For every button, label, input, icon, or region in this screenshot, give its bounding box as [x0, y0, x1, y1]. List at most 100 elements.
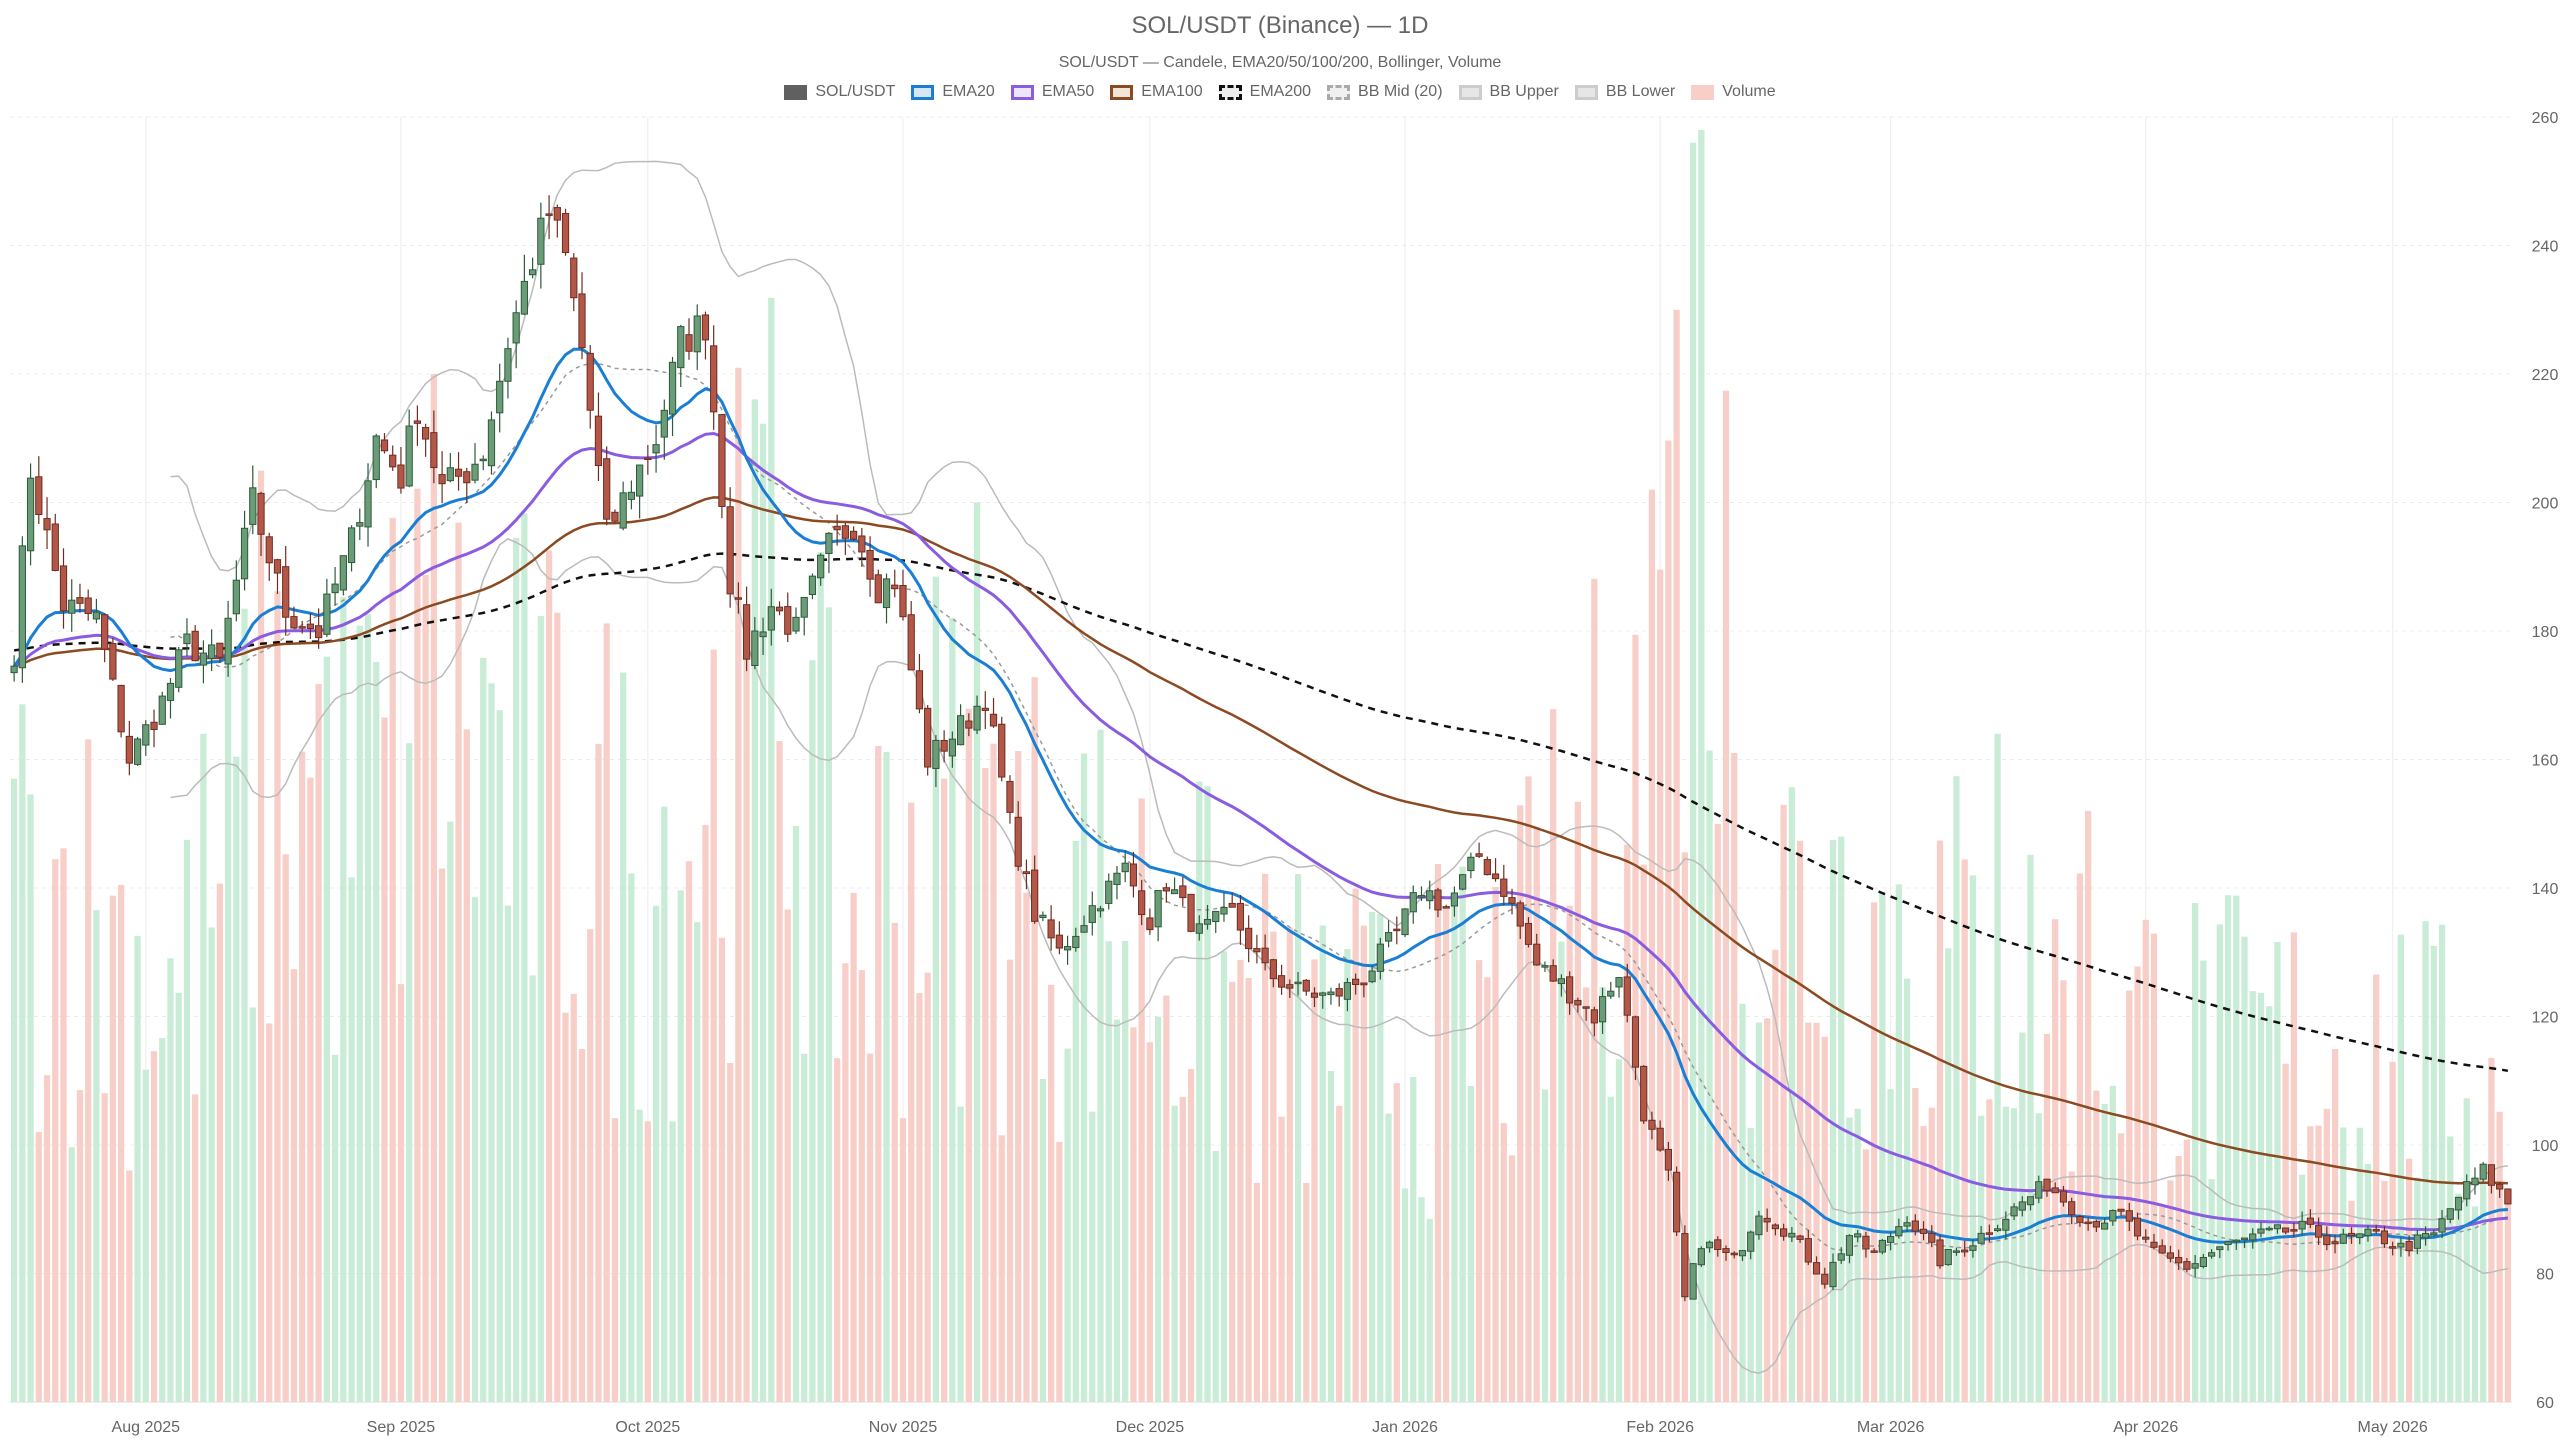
volume-bar [504, 905, 512, 1402]
volume-bar [159, 1038, 166, 1402]
volume-bar [2447, 1136, 2454, 1402]
volume-bar [2471, 1206, 2479, 1402]
candle [1352, 973, 1360, 995]
candle [454, 452, 463, 491]
candle-body [43, 518, 51, 531]
candle-body [882, 578, 891, 609]
candle-body [2109, 1210, 2117, 1222]
legend-label: EMA200 [1249, 83, 1312, 100]
legend-item[interactable]: EMA20 [911, 83, 995, 101]
candle-body [537, 217, 545, 265]
volume-bar [2455, 1193, 2462, 1402]
x-tick-label: Nov 2025 [869, 1419, 938, 1436]
volume-bar [710, 649, 717, 1402]
candle-body [891, 584, 899, 590]
candle-body [1261, 947, 1269, 964]
volume-bar [2167, 1180, 2174, 1402]
candle [504, 337, 512, 399]
candle [2413, 1230, 2421, 1255]
candle-body [1886, 1236, 1895, 1243]
candle-body [2290, 1229, 2298, 1232]
candle-body [463, 471, 471, 484]
candle-body [2298, 1220, 2306, 1230]
candle-body [323, 593, 331, 635]
candle [1961, 1240, 1969, 1257]
legend-item[interactable]: BB Lower [1574, 83, 1675, 101]
candle [1450, 886, 1459, 917]
candle [413, 405, 422, 446]
legend-label: EMA20 [942, 83, 995, 100]
candle [586, 345, 594, 429]
volume-bar [471, 897, 479, 1402]
x-tick-label: Sep 2025 [367, 1419, 436, 1436]
candle-body [1409, 892, 1417, 913]
legend-item[interactable]: EMA200 [1218, 83, 1312, 101]
candle-body [1804, 1238, 1812, 1263]
candle [1195, 915, 1203, 941]
candle-body [512, 312, 520, 344]
candle-body [1747, 1231, 1755, 1252]
candle [800, 596, 808, 636]
legend-item[interactable]: BB Upper [1458, 83, 1559, 101]
candle-body [1862, 1235, 1870, 1250]
candle [1105, 873, 1113, 910]
volume-bar [299, 751, 306, 1402]
candle [1673, 1166, 1681, 1236]
candle [2290, 1222, 2298, 1238]
candle [306, 613, 315, 639]
volume-bar [1903, 978, 1911, 1402]
candle-body [2133, 1217, 2142, 1237]
candle [2092, 1219, 2100, 1233]
candle-body [1524, 922, 1533, 945]
candle [224, 600, 232, 677]
candle-body [1014, 816, 1022, 867]
candle-body [356, 522, 364, 527]
candle [594, 392, 603, 482]
volume-bar [661, 806, 668, 1402]
legend-item[interactable]: EMA100 [1110, 83, 1203, 101]
volume-bar [1862, 1149, 1870, 1402]
candle-body [685, 334, 693, 352]
volume-bar [998, 1135, 1005, 1402]
candle-body [2068, 1201, 2076, 1216]
candle-body [907, 614, 915, 671]
candle-body [635, 464, 644, 497]
volume-bar [875, 746, 882, 1402]
candle-body [660, 409, 668, 438]
candle [1952, 1247, 1961, 1256]
candle-body [35, 476, 43, 516]
volume-bar [356, 625, 363, 1402]
candle-body [216, 642, 224, 658]
legend-item[interactable]: Volume [1691, 83, 1776, 101]
volume-bar [340, 597, 347, 1402]
candle-body [1952, 1250, 1961, 1253]
candle-body [528, 269, 537, 276]
volume-bar [463, 729, 470, 1402]
legend-item[interactable]: SOL/USDT [784, 83, 895, 101]
candle-body [298, 626, 306, 629]
candle [1631, 1015, 1640, 1081]
candle [2397, 1237, 2405, 1257]
volume-bar [397, 984, 405, 1402]
legend-item[interactable]: EMA50 [1010, 83, 1094, 101]
candle [1755, 1210, 1763, 1240]
candle [948, 731, 956, 768]
candle [1524, 917, 1533, 948]
legend-swatch [1218, 84, 1242, 100]
candle-body [784, 606, 792, 635]
volume-bar [1368, 911, 1376, 1402]
candle [1903, 1216, 1911, 1233]
legend-item[interactable]: BB Mid (20) [1327, 83, 1443, 101]
indicator-lines [12, 160, 2509, 1374]
volume-bar [513, 537, 520, 1402]
volume-bar [1089, 1111, 1096, 1402]
candle [51, 513, 59, 572]
volume-bar [1113, 1019, 1121, 1402]
volume-bar [2019, 1032, 2026, 1402]
candle-body [825, 532, 833, 555]
volume-bar [2323, 1108, 2330, 1402]
volume-bar [2043, 1033, 2051, 1402]
volume-bar [2463, 1098, 2470, 1402]
candle-body [1985, 1232, 1994, 1235]
